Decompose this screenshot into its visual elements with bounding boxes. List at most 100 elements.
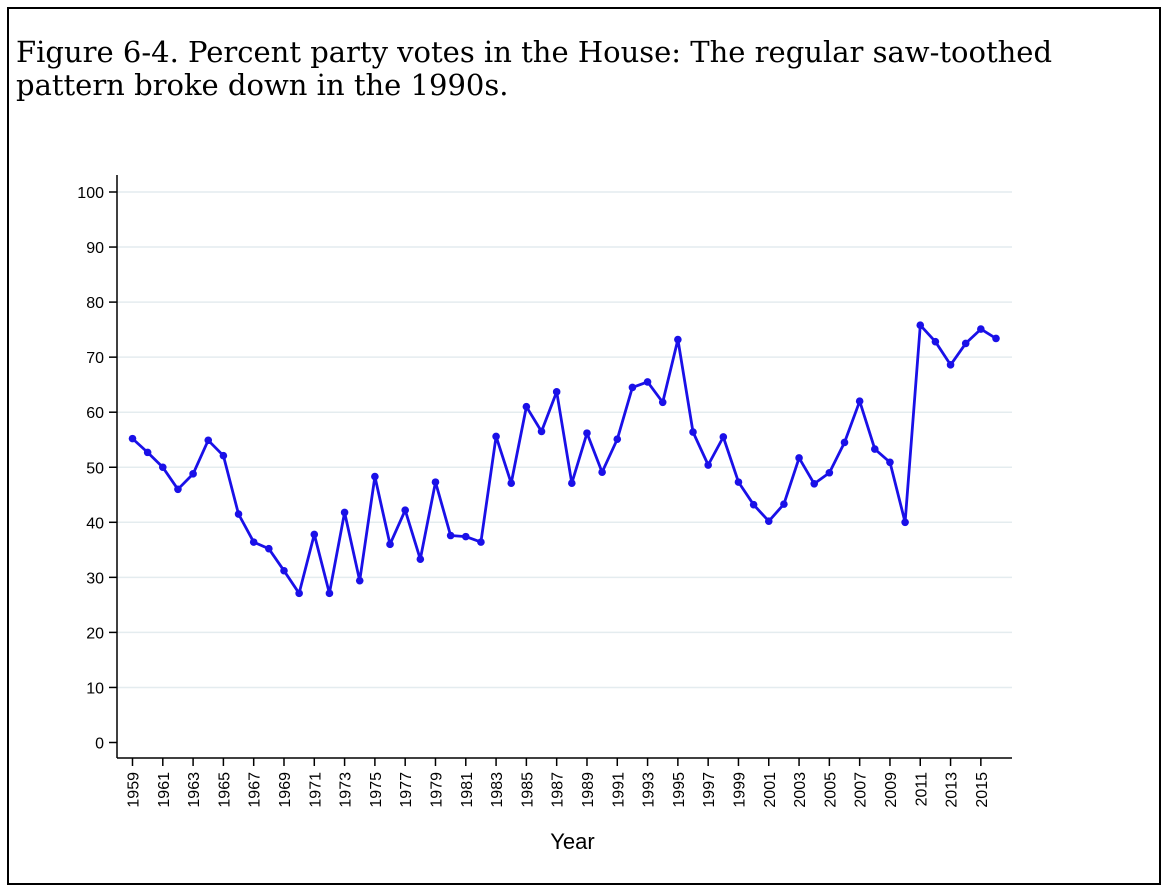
y-ticks: 0 10 20 30 40 50 60 70 80 90 100: [77, 185, 117, 753]
data-point: [280, 566, 288, 575]
data-point: [461, 532, 470, 541]
data-point: [719, 433, 728, 441]
data-point: [795, 454, 803, 462]
data-point: [310, 530, 319, 539]
data-point: [780, 500, 788, 508]
data-point: [158, 463, 167, 472]
data-point: [371, 472, 379, 481]
data-point: [583, 429, 591, 437]
x-tick-label: 1983: [489, 772, 506, 808]
data-point: [674, 335, 682, 344]
x-tick-label: 1993: [641, 772, 658, 808]
data-point: [128, 434, 137, 443]
x-tick-label: 1975: [368, 772, 385, 808]
data-point: [386, 540, 394, 549]
x-tick-label: 1991: [610, 772, 627, 808]
data-point: [446, 531, 455, 540]
x-tick-label: 1989: [580, 772, 597, 808]
data-point: [325, 589, 334, 598]
x-tick-label: 2015: [974, 772, 991, 808]
data-point: [204, 436, 213, 445]
x-ticks: 1959 1961 1963 1965 1967 1969 1971 1973 1975 1977…: [126, 758, 991, 808]
data-point: [704, 461, 712, 469]
y-tick-label: 20: [86, 625, 104, 642]
x-tick-label: 1959: [126, 772, 143, 808]
data-point: [613, 435, 622, 443]
data-point: [507, 479, 516, 488]
x-tick-label: 1981: [459, 772, 476, 808]
data-point: [492, 432, 500, 441]
data-point: [886, 458, 894, 467]
data-point: [901, 518, 909, 527]
x-tick-label: 2003: [792, 772, 809, 808]
data-point: [992, 334, 1000, 343]
data-point: [355, 576, 364, 585]
x-tick-label: 2009: [883, 772, 900, 808]
data-point: [855, 397, 864, 405]
data-point: [977, 325, 985, 333]
y-tick-label: 70: [86, 350, 104, 367]
data-point: [734, 478, 743, 486]
data-point: [810, 479, 819, 488]
x-tick-label: 2001: [762, 772, 779, 808]
y-tick-label: 100: [77, 185, 104, 202]
data-point: [431, 478, 440, 486]
gridlines: [117, 191, 1012, 689]
x-tick-label: 1979: [428, 772, 445, 808]
x-tick-label: 1987: [550, 772, 567, 808]
y-tick-label: 90: [86, 240, 104, 257]
series-line: [131, 323, 997, 595]
data-point: [764, 517, 773, 525]
y-tick-label: 60: [86, 405, 104, 422]
data-point: [961, 339, 970, 348]
x-tick-label: 1963: [186, 772, 203, 808]
y-tick-label: 10: [86, 680, 104, 697]
data-point: [143, 448, 152, 457]
data-point: [522, 402, 531, 411]
y-tick-label: 50: [86, 460, 104, 477]
x-tick-label: 1967: [247, 772, 264, 808]
data-point: [658, 398, 667, 407]
x-tick-label: 1969: [277, 772, 294, 808]
y-tick-label: 40: [86, 515, 104, 532]
data-point: [219, 451, 228, 460]
x-tick-label: 1995: [671, 772, 688, 808]
data-point: [552, 388, 561, 396]
data-point: [643, 378, 652, 386]
data-point: [931, 337, 940, 346]
data-point: [946, 361, 955, 369]
chart-title: Figure 6-4. Percent party votes in the H…: [16, 35, 1053, 102]
x-tick-label: 2013: [944, 772, 961, 808]
data-points: [128, 321, 1000, 598]
data-point: [568, 479, 576, 488]
x-tick-label: 1961: [156, 772, 173, 808]
x-axis-title: Year: [550, 829, 594, 854]
data-point: [234, 510, 243, 518]
x-tick-label: 1977: [398, 772, 415, 808]
x-tick-label: 1999: [731, 772, 748, 808]
data-point: [174, 485, 182, 494]
x-tick-label: 1973: [338, 772, 355, 808]
data-point: [340, 508, 349, 517]
data-point: [749, 500, 758, 509]
x-tick-label: 2005: [822, 772, 839, 808]
data-point: [871, 445, 879, 453]
x-tick-label: 2011: [913, 772, 930, 807]
data-point: [416, 555, 425, 563]
x-tick-label: 1965: [216, 772, 233, 808]
x-tick-label: 1985: [519, 772, 536, 808]
x-tick-label: 1997: [701, 772, 718, 808]
data-point: [249, 538, 258, 546]
data-point: [825, 468, 834, 477]
data-point: [689, 428, 697, 436]
y-tick-label: 80: [86, 295, 104, 312]
data-point: [840, 438, 849, 447]
data-point: [628, 383, 637, 392]
y-tick-label: 30: [86, 570, 104, 587]
y-tick-label: 0: [95, 736, 104, 753]
data-point: [401, 506, 409, 514]
data-point: [598, 468, 606, 477]
data-point: [295, 589, 303, 598]
data-point: [537, 427, 546, 436]
